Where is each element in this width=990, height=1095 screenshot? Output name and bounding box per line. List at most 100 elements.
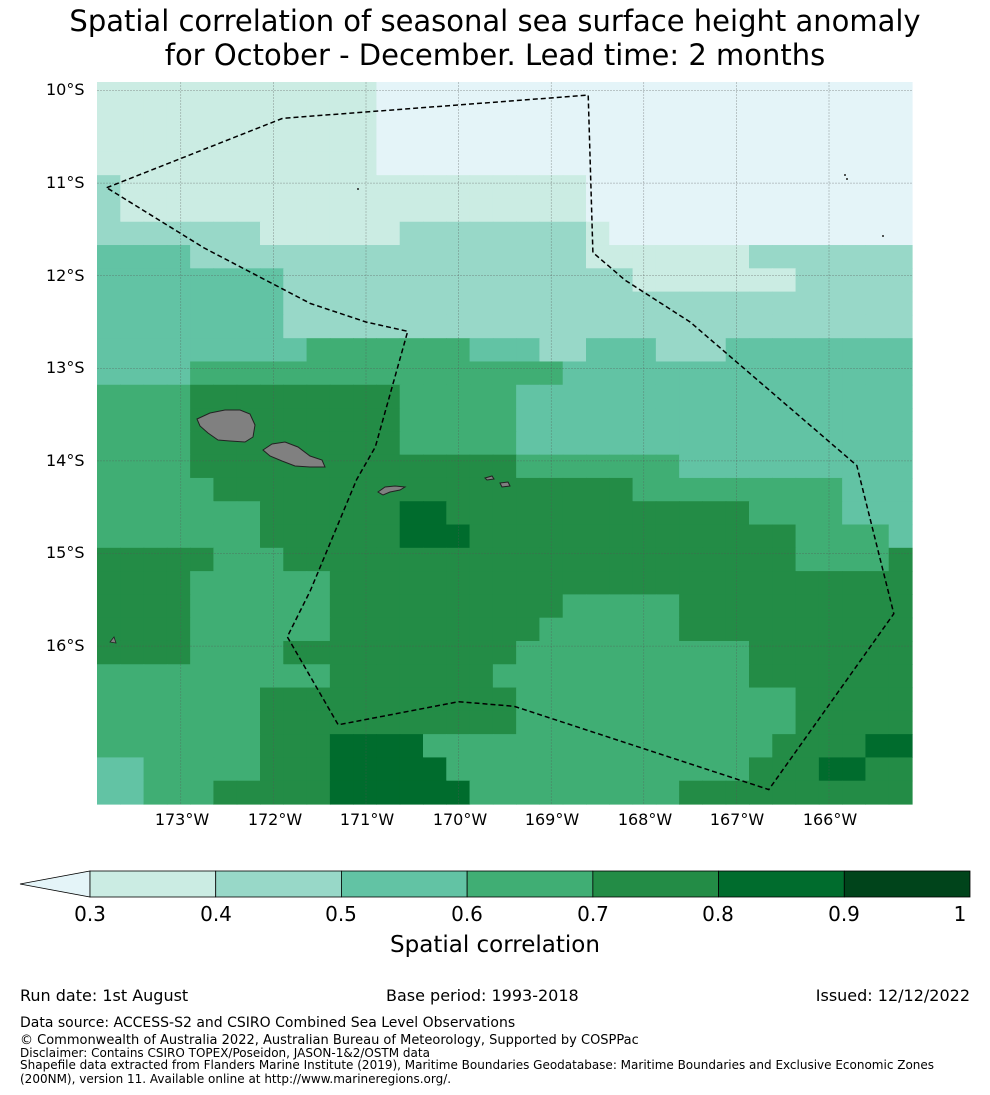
correlation-cell	[772, 384, 797, 409]
correlation-cell	[469, 384, 494, 409]
correlation-cell	[749, 361, 773, 386]
correlation-cell	[446, 245, 471, 269]
correlation-cell	[562, 547, 587, 572]
correlation-cell	[469, 477, 494, 502]
correlation-cell	[492, 408, 517, 432]
correlation-cell	[702, 338, 727, 363]
correlation-cell	[143, 617, 168, 642]
correlation-cell	[679, 571, 704, 595]
correlation-cell	[842, 384, 867, 409]
correlation-cell	[399, 175, 424, 200]
correlation-cell	[865, 780, 890, 805]
correlation-cell	[353, 268, 378, 293]
correlation-cell	[283, 594, 308, 619]
correlation-cell	[353, 338, 378, 363]
correlation-cell	[97, 384, 121, 409]
correlation-cell	[236, 245, 261, 269]
correlation-cell	[632, 431, 657, 456]
correlation-cell	[423, 175, 447, 200]
correlation-cell	[539, 594, 564, 619]
correlation-cell	[376, 687, 401, 712]
correlation-cell	[749, 175, 773, 200]
correlation-cell	[492, 82, 517, 106]
correlation-cell	[865, 454, 890, 479]
correlation-cell	[399, 524, 424, 549]
correlation-cell	[306, 617, 331, 642]
correlation-cell	[586, 314, 610, 339]
correlation-cell	[120, 524, 145, 549]
correlation-cell	[492, 151, 517, 176]
correlation-cell	[749, 151, 773, 176]
correlation-cell	[492, 221, 517, 246]
correlation-cell	[679, 710, 704, 735]
correlation-cell	[562, 501, 587, 526]
correlation-cell	[353, 594, 378, 619]
correlation-cell	[516, 594, 541, 619]
correlation-cell	[399, 571, 424, 595]
correlation-cell	[679, 245, 704, 269]
correlation-cell	[306, 524, 331, 549]
correlation-cell	[260, 245, 284, 269]
correlation-cell	[492, 547, 517, 572]
correlation-cell	[865, 710, 890, 735]
correlation-cell	[655, 82, 680, 106]
correlation-cell	[399, 594, 424, 619]
correlation-cell	[609, 268, 634, 293]
correlation-cell	[562, 594, 587, 619]
correlation-cell	[446, 431, 471, 456]
correlation-cell	[725, 501, 750, 526]
correlation-cell	[190, 640, 215, 665]
correlation-cell	[166, 198, 191, 223]
correlation-cell	[725, 780, 750, 805]
correlation-cell	[97, 594, 121, 619]
correlation-cell	[283, 268, 308, 293]
correlation-cell	[539, 384, 564, 409]
correlation-cell	[306, 105, 331, 130]
correlation-cell	[562, 571, 587, 595]
correlation-cell	[190, 454, 215, 479]
correlation-cell	[166, 338, 191, 363]
correlation-cell	[772, 431, 797, 456]
correlation-cell	[213, 734, 238, 759]
correlation-cell	[818, 175, 843, 200]
correlation-cell	[586, 757, 610, 782]
correlation-cell	[492, 268, 517, 293]
correlation-cell	[795, 687, 820, 712]
correlation-cell	[749, 524, 773, 549]
correlation-cell	[399, 384, 424, 409]
correlation-cell	[749, 594, 773, 619]
correlation-cell	[772, 268, 797, 293]
correlation-cell	[586, 175, 610, 200]
correlation-cell	[865, 617, 890, 642]
correlation-cell	[446, 151, 471, 176]
correlation-cell	[469, 361, 494, 386]
correlation-cell	[236, 477, 261, 502]
correlation-cell	[236, 501, 261, 526]
correlation-cell	[353, 82, 378, 106]
correlation-cell	[632, 291, 657, 316]
correlation-cell	[842, 408, 867, 432]
correlation-cell	[609, 431, 634, 456]
correlation-cell	[306, 547, 331, 572]
eez-boundary	[106, 94, 895, 791]
correlation-cell	[143, 128, 168, 153]
correlation-cell	[749, 780, 773, 805]
correlation-cell	[865, 757, 890, 782]
correlation-cell	[586, 105, 610, 130]
correlation-cell	[865, 221, 890, 246]
correlation-cell	[399, 547, 424, 572]
correlation-cell	[446, 710, 471, 735]
correlation-cell	[399, 640, 424, 665]
correlation-cell	[632, 571, 657, 595]
correlation-cell	[772, 477, 797, 502]
correlation-cell	[516, 664, 541, 689]
correlation-cell	[190, 105, 215, 130]
correlation-cell	[842, 780, 867, 805]
correlation-cell	[702, 501, 727, 526]
correlation-cell	[329, 245, 354, 269]
correlation-cell	[120, 640, 145, 665]
correlation-cell	[818, 547, 843, 572]
correlation-cell	[399, 105, 424, 130]
correlation-cell	[725, 221, 750, 246]
correlation-cell	[446, 524, 471, 549]
